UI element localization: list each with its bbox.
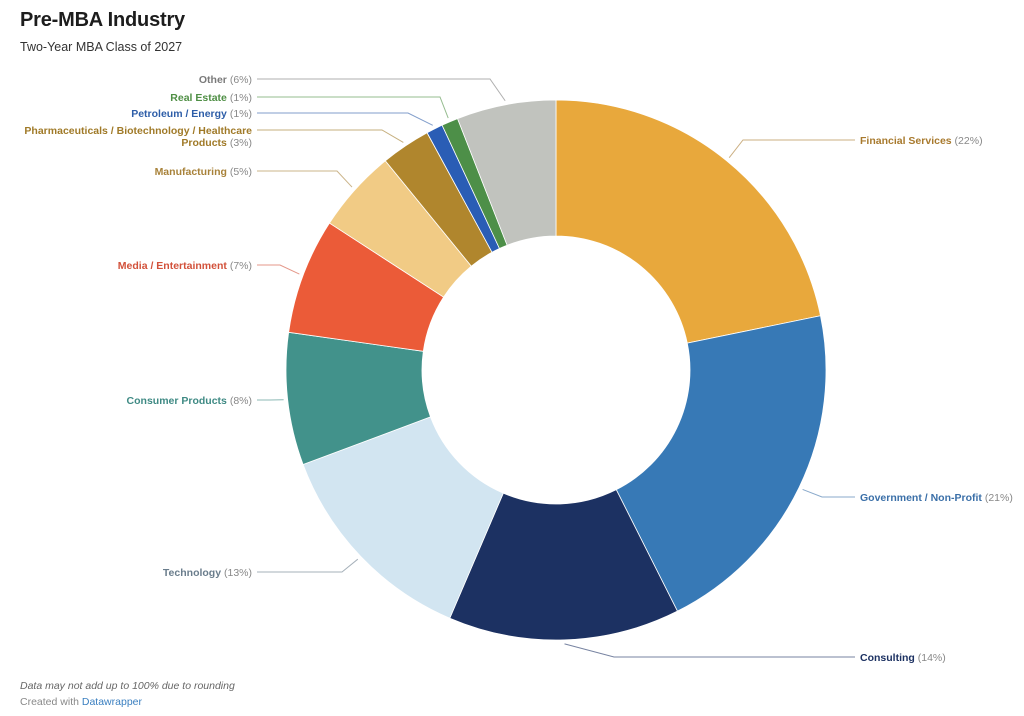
leader-line-pharmaceuticals-biotechnology-healthcare-products bbox=[257, 129, 404, 143]
slice-government-non-profit[interactable] bbox=[615, 315, 827, 612]
chart-notes: Data may not add up to 100% due to round… bbox=[20, 680, 235, 692]
label-real-estate: Real Estate (1%) bbox=[170, 92, 252, 104]
leader-line-technology bbox=[257, 558, 359, 573]
label-petroleum-energy: Petroleum / Energy (1%) bbox=[131, 108, 252, 120]
label-value: (21%) bbox=[982, 492, 1013, 504]
slices-group bbox=[285, 99, 827, 641]
chart-subtitle: Two-Year MBA Class of 2027 bbox=[20, 40, 183, 54]
label-name: Other bbox=[199, 74, 227, 86]
leader-line-media-entertainment bbox=[257, 264, 300, 275]
label-pharmaceuticals-biotechnology-healthcare-products-line-2: Products (3%) bbox=[181, 137, 252, 149]
labels-group: Financial Services (22%) Government / Non… bbox=[24, 74, 1012, 664]
label-name: Products bbox=[181, 137, 227, 149]
label-other: Other (6%) bbox=[199, 74, 252, 86]
label-manufacturing: Manufacturing (5%) bbox=[155, 166, 252, 178]
label-name: Media / Entertainment bbox=[118, 260, 228, 272]
label-technology: Technology (13%) bbox=[163, 567, 252, 579]
leader-line-financial-services bbox=[728, 139, 855, 158]
datawrapper-link[interactable]: Datawrapper bbox=[81, 696, 142, 708]
slice-other[interactable] bbox=[457, 99, 557, 246]
label-name: Consumer Products bbox=[127, 395, 228, 407]
label-value: (13%) bbox=[221, 567, 252, 579]
label-name: Technology bbox=[163, 567, 221, 579]
label-name: Petroleum / Energy bbox=[131, 108, 227, 120]
leader-line-petroleum-energy bbox=[257, 112, 433, 126]
label-media-entertainment: Media / Entertainment (7%) bbox=[118, 260, 252, 272]
label-value: (22%) bbox=[952, 135, 983, 147]
label-pharmaceuticals-biotechnology-healthcare-products-line-1: Pharmaceuticals / Biotechnology / Health… bbox=[24, 125, 252, 137]
byline: Created with Datawrapper bbox=[20, 696, 142, 708]
label-consulting: Consulting (14%) bbox=[860, 652, 946, 664]
label-name: Manufacturing bbox=[155, 166, 227, 178]
leader-lines-group bbox=[257, 78, 855, 658]
label-value: (5%) bbox=[227, 166, 252, 178]
leader-line-other bbox=[257, 78, 506, 102]
leader-line-manufacturing bbox=[257, 170, 353, 188]
created-with-text: Created with bbox=[20, 696, 79, 708]
label-value: (7%) bbox=[227, 260, 252, 272]
label-financial-services: Financial Services (22%) bbox=[860, 135, 983, 147]
label-name: Pharmaceuticals / Biotechnology / Health… bbox=[24, 125, 252, 137]
label-name: Consulting bbox=[860, 652, 915, 664]
leader-line-consulting bbox=[564, 643, 855, 658]
label-value: (6%) bbox=[227, 74, 252, 86]
label-value: (8%) bbox=[227, 395, 252, 407]
label-value: (14%) bbox=[915, 652, 946, 664]
label-name: Financial Services bbox=[860, 135, 952, 147]
label-consumer-products: Consumer Products (8%) bbox=[127, 395, 252, 407]
leader-line-real-estate bbox=[257, 96, 449, 119]
slice-consulting[interactable] bbox=[449, 489, 678, 641]
label-value: (1%) bbox=[227, 108, 252, 120]
label-government-non-profit: Government / Non-Profit (21%) bbox=[860, 492, 1013, 504]
label-value: (3%) bbox=[227, 137, 252, 149]
chart-title: Pre-MBA Industry bbox=[20, 9, 185, 31]
label-value: (1%) bbox=[227, 92, 252, 104]
leader-line-government-non-profit bbox=[802, 488, 855, 498]
slice-financial-services[interactable] bbox=[555, 99, 821, 344]
label-name: Real Estate bbox=[170, 92, 227, 104]
label-name: Government / Non-Profit bbox=[860, 492, 982, 504]
